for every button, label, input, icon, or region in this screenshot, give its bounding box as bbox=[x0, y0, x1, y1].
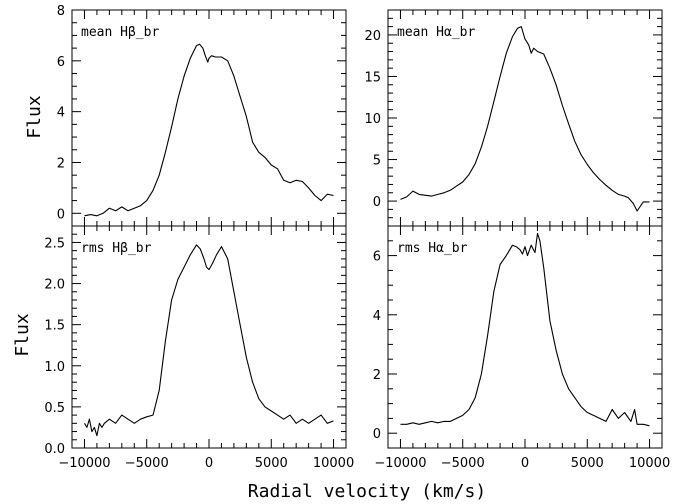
plot-frame bbox=[387, 225, 663, 449]
y-axis-title-top: Flux bbox=[24, 95, 45, 139]
y-tick-label: 6 bbox=[57, 55, 65, 70]
y-tick-label: 0.5 bbox=[44, 401, 65, 416]
x-tick-label: −10000 bbox=[374, 456, 426, 471]
y-tick-label: 0 bbox=[373, 427, 381, 442]
y-tick-label: 2.0 bbox=[44, 278, 65, 293]
panel-4: 0 2 4 6 −10000 −5000 0 5000 10000 rms Hα_br bbox=[373, 225, 670, 471]
y-tick-label: 4 bbox=[57, 106, 65, 121]
y-tick-label: 15 bbox=[364, 70, 381, 85]
y-tick-label: 20 bbox=[364, 29, 381, 44]
x-tick-label: 5000 bbox=[571, 456, 604, 471]
panel-label: rms Hβ_br bbox=[81, 241, 152, 256]
y-axis-title-bottom: Flux bbox=[12, 313, 33, 357]
y-tick-label: 0 bbox=[57, 207, 65, 222]
y-tick-label: 8 bbox=[57, 4, 65, 19]
y-tick-label: 0 bbox=[373, 195, 381, 210]
y-tick-label: 5 bbox=[373, 154, 381, 169]
x-tick-label: 0 bbox=[521, 456, 529, 471]
y-tick-label: 2 bbox=[57, 156, 65, 171]
x-tick-label: −5000 bbox=[441, 456, 485, 471]
y-tick-label: 1.0 bbox=[44, 360, 65, 375]
y-tick-label: 2.5 bbox=[44, 236, 65, 251]
x-tick-label: 10000 bbox=[313, 456, 354, 471]
spectrum-line bbox=[400, 232, 650, 427]
spectrum-line bbox=[84, 244, 334, 437]
panel-1: 0 2 4 6 8 mean Hβ_br bbox=[57, 4, 347, 227]
y-tick-label: 4 bbox=[373, 309, 381, 324]
x-tick-label: 0 bbox=[205, 456, 213, 471]
x-tick-label: −10000 bbox=[58, 456, 110, 471]
panel-2: 0 5 10 15 20 mean Hα_br bbox=[364, 9, 663, 227]
x-tick-label: 5000 bbox=[255, 456, 288, 471]
y-tick-label: 10 bbox=[364, 112, 381, 127]
x-tick-label: −5000 bbox=[125, 456, 169, 471]
panel-label: mean Hα_br bbox=[397, 25, 475, 40]
panel-label: rms Hα_br bbox=[397, 241, 468, 256]
y-tick-label: 6 bbox=[373, 250, 381, 265]
y-tick-label: 0.0 bbox=[44, 442, 65, 457]
panel-label: mean Hβ_br bbox=[81, 25, 159, 40]
x-tick-label: 10000 bbox=[629, 456, 670, 471]
panel-3: 0.0 0.5 1.0 1.5 2.0 2.5 −10000 −5000 0 5000 10000 r… bbox=[44, 225, 354, 471]
y-tick-label: 2 bbox=[373, 368, 381, 383]
plot-frame bbox=[71, 9, 347, 227]
spectrum-line bbox=[400, 26, 650, 212]
y-tick-label: 1.5 bbox=[44, 319, 65, 334]
x-axis-title: Radial velocity (km/s) bbox=[248, 481, 486, 502]
plot-frame bbox=[71, 225, 347, 449]
spectrum-line bbox=[84, 43, 334, 217]
plot-frame bbox=[387, 9, 663, 227]
